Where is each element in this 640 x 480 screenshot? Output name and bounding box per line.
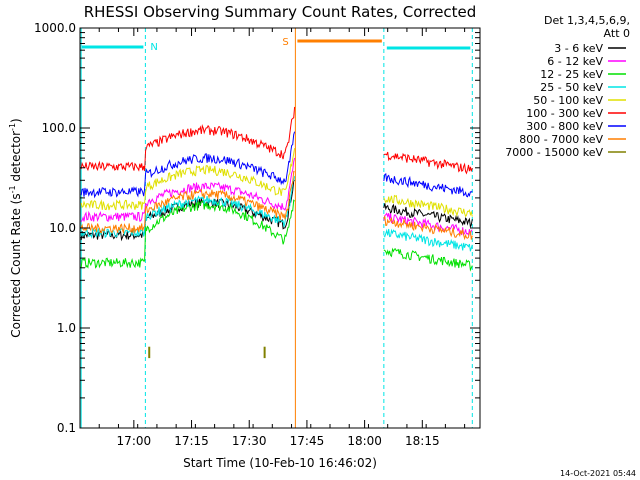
x-axis-label: Start Time (10-Feb-10 16:46:02) bbox=[183, 456, 377, 470]
series-line-4-0 bbox=[80, 148, 296, 211]
night-label: N bbox=[150, 42, 157, 53]
series-line-3-1 bbox=[383, 228, 473, 252]
legend-label: 25 - 50 keV bbox=[540, 81, 603, 94]
legend-label: 300 - 800 keV bbox=[526, 120, 603, 133]
legend-label: 7000 - 15000 keV bbox=[505, 146, 603, 159]
legend-header-line-1: Det 1,3,4,5,6,9, bbox=[544, 14, 630, 27]
chart-title: RHESSI Observing Summary Count Rates, Co… bbox=[84, 3, 477, 21]
y-tick-label: 100.0 bbox=[42, 121, 76, 135]
y-tick-label: 1000.0 bbox=[34, 21, 76, 35]
x-tick-label: 17:00 bbox=[117, 434, 152, 448]
series-line-7-1 bbox=[383, 216, 473, 241]
series-line-4-1 bbox=[383, 194, 473, 218]
y-label-end: ) bbox=[9, 118, 23, 123]
y-tick-label: 1.0 bbox=[57, 321, 76, 335]
y-label-mid: detector bbox=[9, 131, 23, 186]
legend-label: 800 - 7000 keV bbox=[519, 133, 603, 146]
y-label-sup: -1 bbox=[8, 185, 17, 193]
series-line-2-1 bbox=[383, 247, 473, 272]
x-tick-label: 18:00 bbox=[347, 434, 382, 448]
series-line-7-0 bbox=[80, 170, 295, 235]
y-axis: 0.1 1.0 10.0 100.0 1000.0 bbox=[34, 21, 480, 435]
y-axis-label: Corrected Count Rate (s-1 detector-1) bbox=[8, 118, 23, 337]
series-line-1-1 bbox=[383, 212, 473, 237]
legend-label: 3 - 6 keV bbox=[554, 42, 603, 55]
legend-label: 100 - 300 keV bbox=[526, 107, 603, 120]
y-label-sup2: -1 bbox=[8, 123, 17, 131]
x-tick-label: 17:30 bbox=[232, 434, 267, 448]
series-line-5-0 bbox=[80, 106, 296, 172]
legend-label: 12 - 25 keV bbox=[540, 68, 603, 81]
x-axis: 17:00 17:15 17:30 17:45 18:00 18:15 bbox=[79, 28, 466, 448]
series-line-3-0 bbox=[80, 176, 296, 239]
legend-label: 50 - 100 keV bbox=[533, 94, 603, 107]
x-tick-label: 17:15 bbox=[174, 434, 209, 448]
legend-label: 6 - 12 keV bbox=[547, 55, 603, 68]
series-line-6-1 bbox=[383, 172, 473, 198]
y-label-main: Corrected Count Rate (s bbox=[9, 193, 23, 337]
series-line-0-1 bbox=[383, 203, 473, 229]
series-line-6-0 bbox=[80, 131, 296, 199]
x-tick-label: 18:15 bbox=[405, 434, 440, 448]
series-line-5-1 bbox=[383, 151, 473, 175]
series-line-2-0 bbox=[80, 199, 295, 269]
x-tick-label: 17:45 bbox=[290, 434, 325, 448]
y-tick-label: 10.0 bbox=[49, 221, 76, 235]
series-line-1-0 bbox=[80, 157, 296, 223]
saa-label: S bbox=[282, 37, 288, 48]
legend-header-line-2: Att 0 bbox=[604, 27, 630, 40]
y-tick-label: 0.1 bbox=[57, 421, 76, 435]
footer-date: 14-Oct-2021 05:44 bbox=[560, 469, 636, 478]
